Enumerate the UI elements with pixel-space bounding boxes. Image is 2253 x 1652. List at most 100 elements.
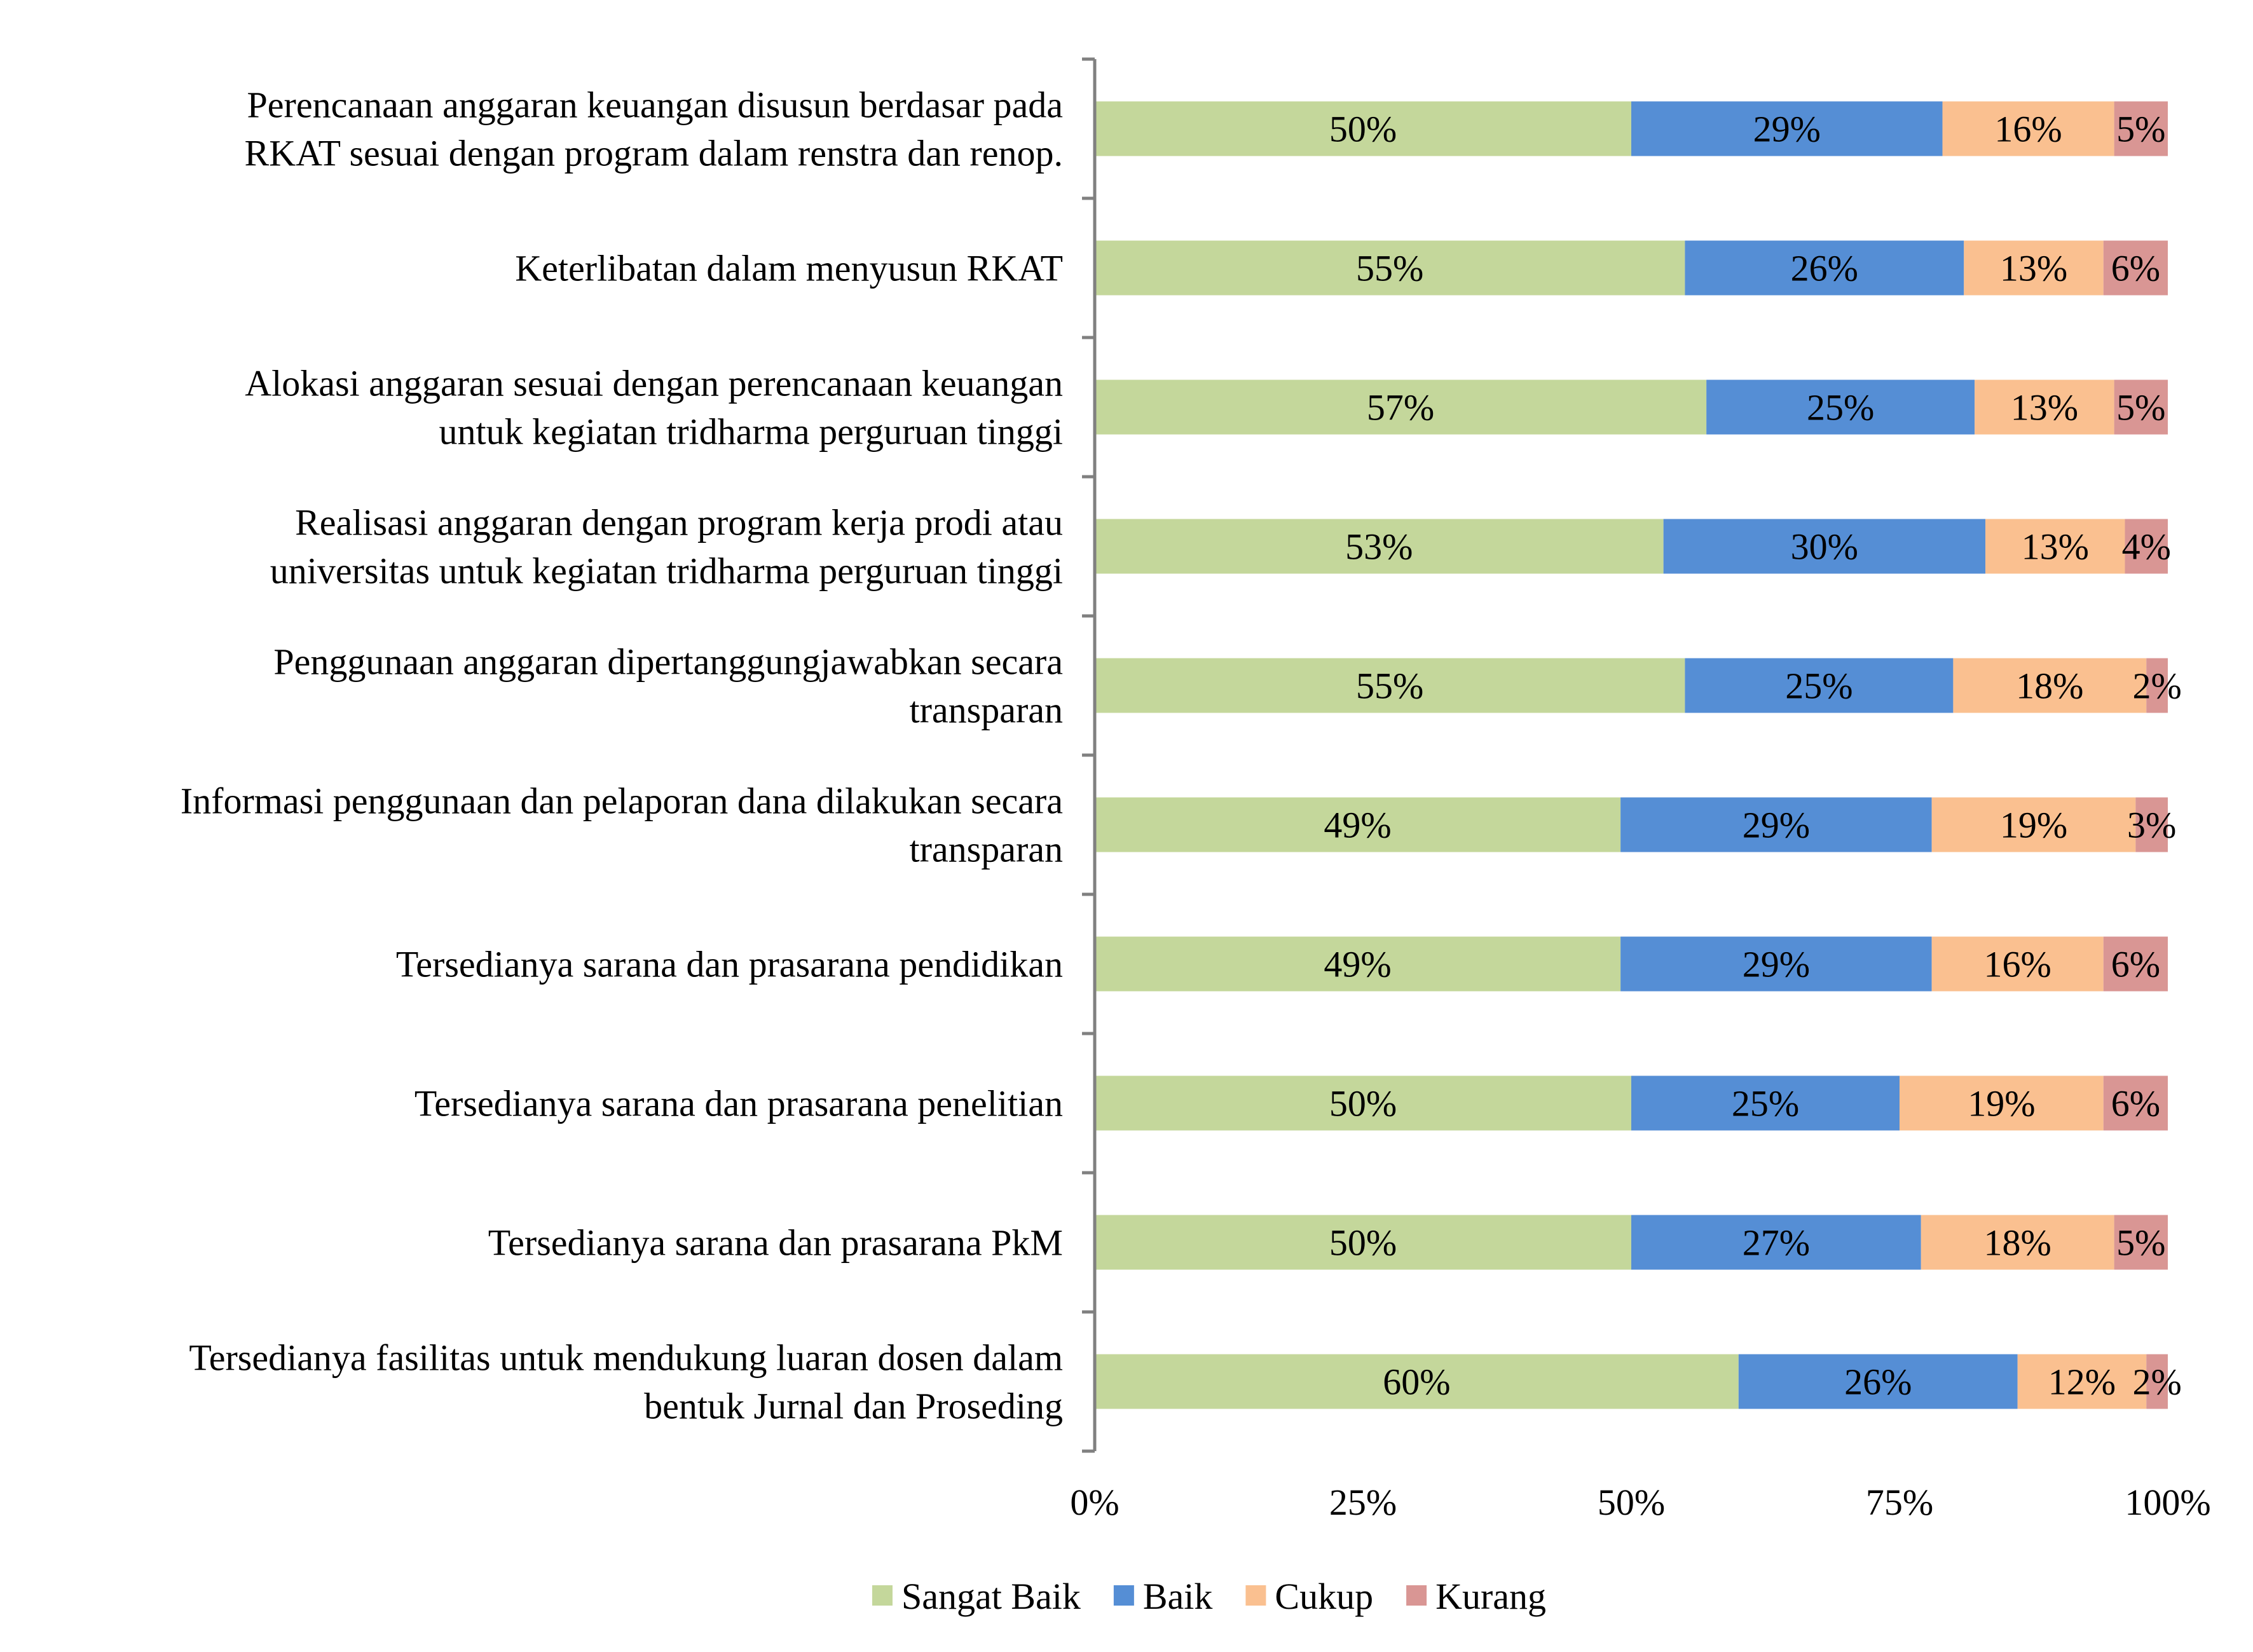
data-label: 13% [2000,248,2067,289]
bar-7-cukup [1931,936,2104,992]
data-label: 53% [1345,526,1413,568]
data-label: 50% [1329,1083,1397,1124]
data-label: 2% [2132,1362,2181,1403]
category-label: Perencanaan anggaran keuangan disusun be… [245,85,1063,174]
data-label: 6% [2111,944,2160,985]
bar-2-kurang [2103,240,2168,296]
data-label: 6% [2111,248,2160,289]
bar-8-cukup [1900,1075,2104,1131]
x-tick-label: 75% [1866,1482,1933,1523]
bar-6-sangat-baik [1095,797,1621,852]
bar-8-sangat-baik [1095,1075,1631,1131]
data-label: 3% [2127,805,2176,846]
bar-3-sangat-baik [1095,379,1707,435]
data-label: 19% [1968,1083,2035,1124]
legend-label: Sangat Baik [901,1576,1081,1617]
data-label: 16% [1994,109,2062,150]
data-label: 18% [2016,666,2083,707]
data-label: 55% [1356,666,1423,707]
data-label: 27% [1743,1222,1810,1264]
legend-swatch-baik [1113,1585,1134,1606]
bar-10-kurang [2146,1354,2168,1409]
bar-4-cukup [1985,519,2125,574]
data-label: 5% [2116,109,2165,150]
bar-2-sangat-baik [1095,240,1685,296]
data-label: 12% [2048,1362,2116,1403]
bar-7-baik [1620,936,1932,992]
data-label: 2% [2132,666,2181,707]
data-label: 29% [1743,944,1810,985]
bar-9-cukup [1921,1215,2114,1270]
bars-group [1095,101,2168,1409]
category-label: Tersedianya sarana dan prasarana penelit… [414,1083,1063,1124]
data-label: 26% [1844,1362,1912,1403]
bar-5-kurang [2146,658,2168,713]
data-label: 4% [2122,526,2171,568]
bar-10-cukup [2017,1354,2147,1409]
data-label: 25% [1785,666,1852,707]
data-labels-group: 50% 29% 16% 5% 55% 26% 13% 6% 57% 25% 13% 5% 53% 30% 1… [1324,109,2181,1403]
data-label: 55% [1356,248,1423,289]
legend: Sangat Baik Baik Cukup Kurang [872,1576,1546,1617]
category-label: Informasi penggunaan dan pelaporan dana … [181,781,1063,870]
x-tick-label: 0% [1070,1482,1119,1523]
x-tick-label: 50% [1598,1482,1665,1523]
data-label: 6% [2111,1083,2160,1124]
bar-9-sangat-baik [1095,1215,1631,1270]
legend-label: Kurang [1435,1576,1546,1617]
x-tick-label: 100% [2125,1482,2210,1523]
data-label: 13% [2011,387,2078,428]
category-label: Penggunaan anggaran dipertanggungjawabka… [273,641,1063,731]
bar-7-sangat-baik [1095,936,1621,992]
x-tick-label: 25% [1329,1482,1397,1523]
category-label: Realisasi anggaran dengan program kerja … [270,502,1063,592]
category-label: Tersedianya sarana dan prasarana PkM [488,1222,1063,1264]
data-label: 16% [1984,944,2051,985]
legend-label: Cukup [1275,1576,1373,1617]
data-label: 18% [1984,1222,2051,1264]
bar-9-kurang [2114,1215,2168,1270]
bar-1-baik [1631,101,1943,156]
data-label: 49% [1324,805,1391,846]
bar-1-kurang [2114,101,2168,156]
data-label: 13% [2022,526,2089,568]
bar-6-baik [1620,797,1932,852]
bar-5-baik [1685,658,1954,713]
bar-3-baik [1706,379,1975,435]
category-labels-group: Perencanaan anggaran keuangan disusun be… [181,85,1063,1427]
category-label: Tersedianya fasilitas untuk mendukung lu… [189,1337,1063,1427]
bar-2-baik [1685,240,1964,296]
bar-9-baik [1631,1215,1921,1270]
bar-10-baik [1738,1354,2018,1409]
data-label: 29% [1753,109,1821,150]
legend-swatch-cukup [1245,1585,1266,1606]
data-label: 5% [2116,1222,2165,1264]
bar-2-cukup [1964,240,2104,296]
bar-3-kurang [2114,379,2168,435]
legend-swatch-kurang [1406,1585,1427,1606]
bar-5-cukup [1953,658,2147,713]
data-label: 50% [1329,1222,1397,1264]
data-label: 57% [1367,387,1434,428]
data-label: 29% [1743,805,1810,846]
category-label: Alokasi anggaran sesuai dengan perencana… [245,363,1063,453]
bar-5-sangat-baik [1095,658,1685,713]
bar-3-cukup [1975,379,2114,435]
data-label: 30% [1791,526,1858,568]
category-label: Tersedianya sarana dan prasarana pendidi… [396,944,1063,985]
bar-6-kurang [2135,797,2168,852]
bar-10-sangat-baik [1095,1354,1739,1409]
legend-swatch-sangat-baik [872,1585,893,1606]
bar-1-sangat-baik [1095,101,1631,156]
bar-7-kurang [2103,936,2168,992]
data-label: 50% [1329,109,1397,150]
category-label: Keterlibatan dalam menyusun RKAT [515,248,1063,289]
bar-4-kurang [2125,519,2168,574]
bar-6-cukup [1931,797,2136,852]
bar-8-kurang [2103,1075,2168,1131]
value-axis-ticks: 0% 25% 50% 75% 100% [1070,1482,2210,1523]
data-label: 25% [1732,1083,1799,1124]
bar-8-baik [1631,1075,1900,1131]
legend-label: Baik [1143,1576,1213,1617]
